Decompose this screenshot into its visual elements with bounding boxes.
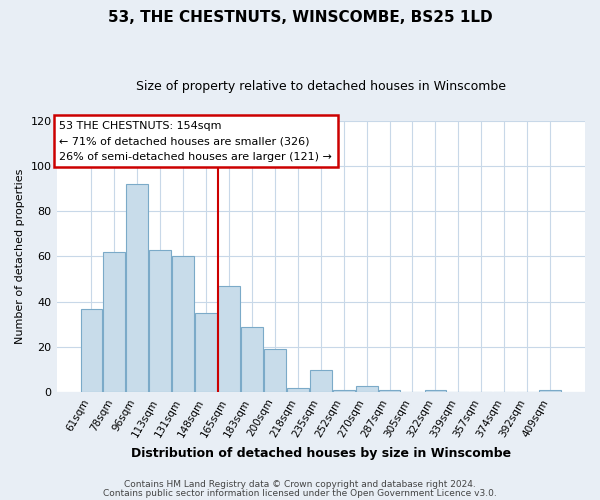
Bar xyxy=(218,286,240,393)
Y-axis label: Number of detached properties: Number of detached properties xyxy=(15,169,25,344)
Text: Contains HM Land Registry data © Crown copyright and database right 2024.: Contains HM Land Registry data © Crown c… xyxy=(124,480,476,489)
Bar xyxy=(103,252,125,392)
Bar xyxy=(310,370,332,392)
Bar xyxy=(425,390,446,392)
Bar xyxy=(80,308,103,392)
Bar xyxy=(333,390,355,392)
Title: Size of property relative to detached houses in Winscombe: Size of property relative to detached ho… xyxy=(136,80,506,93)
Bar xyxy=(241,326,263,392)
X-axis label: Distribution of detached houses by size in Winscombe: Distribution of detached houses by size … xyxy=(131,447,511,460)
Bar xyxy=(356,386,377,392)
Bar xyxy=(195,313,217,392)
Text: 53 THE CHESTNUTS: 154sqm
← 71% of detached houses are smaller (326)
26% of semi-: 53 THE CHESTNUTS: 154sqm ← 71% of detach… xyxy=(59,120,332,162)
Bar xyxy=(127,184,148,392)
Bar xyxy=(287,388,309,392)
Bar xyxy=(539,390,561,392)
Bar xyxy=(172,256,194,392)
Bar xyxy=(264,350,286,393)
Text: 53, THE CHESTNUTS, WINSCOMBE, BS25 1LD: 53, THE CHESTNUTS, WINSCOMBE, BS25 1LD xyxy=(107,10,493,25)
Bar xyxy=(149,250,171,392)
Bar xyxy=(379,390,400,392)
Text: Contains public sector information licensed under the Open Government Licence v3: Contains public sector information licen… xyxy=(103,490,497,498)
